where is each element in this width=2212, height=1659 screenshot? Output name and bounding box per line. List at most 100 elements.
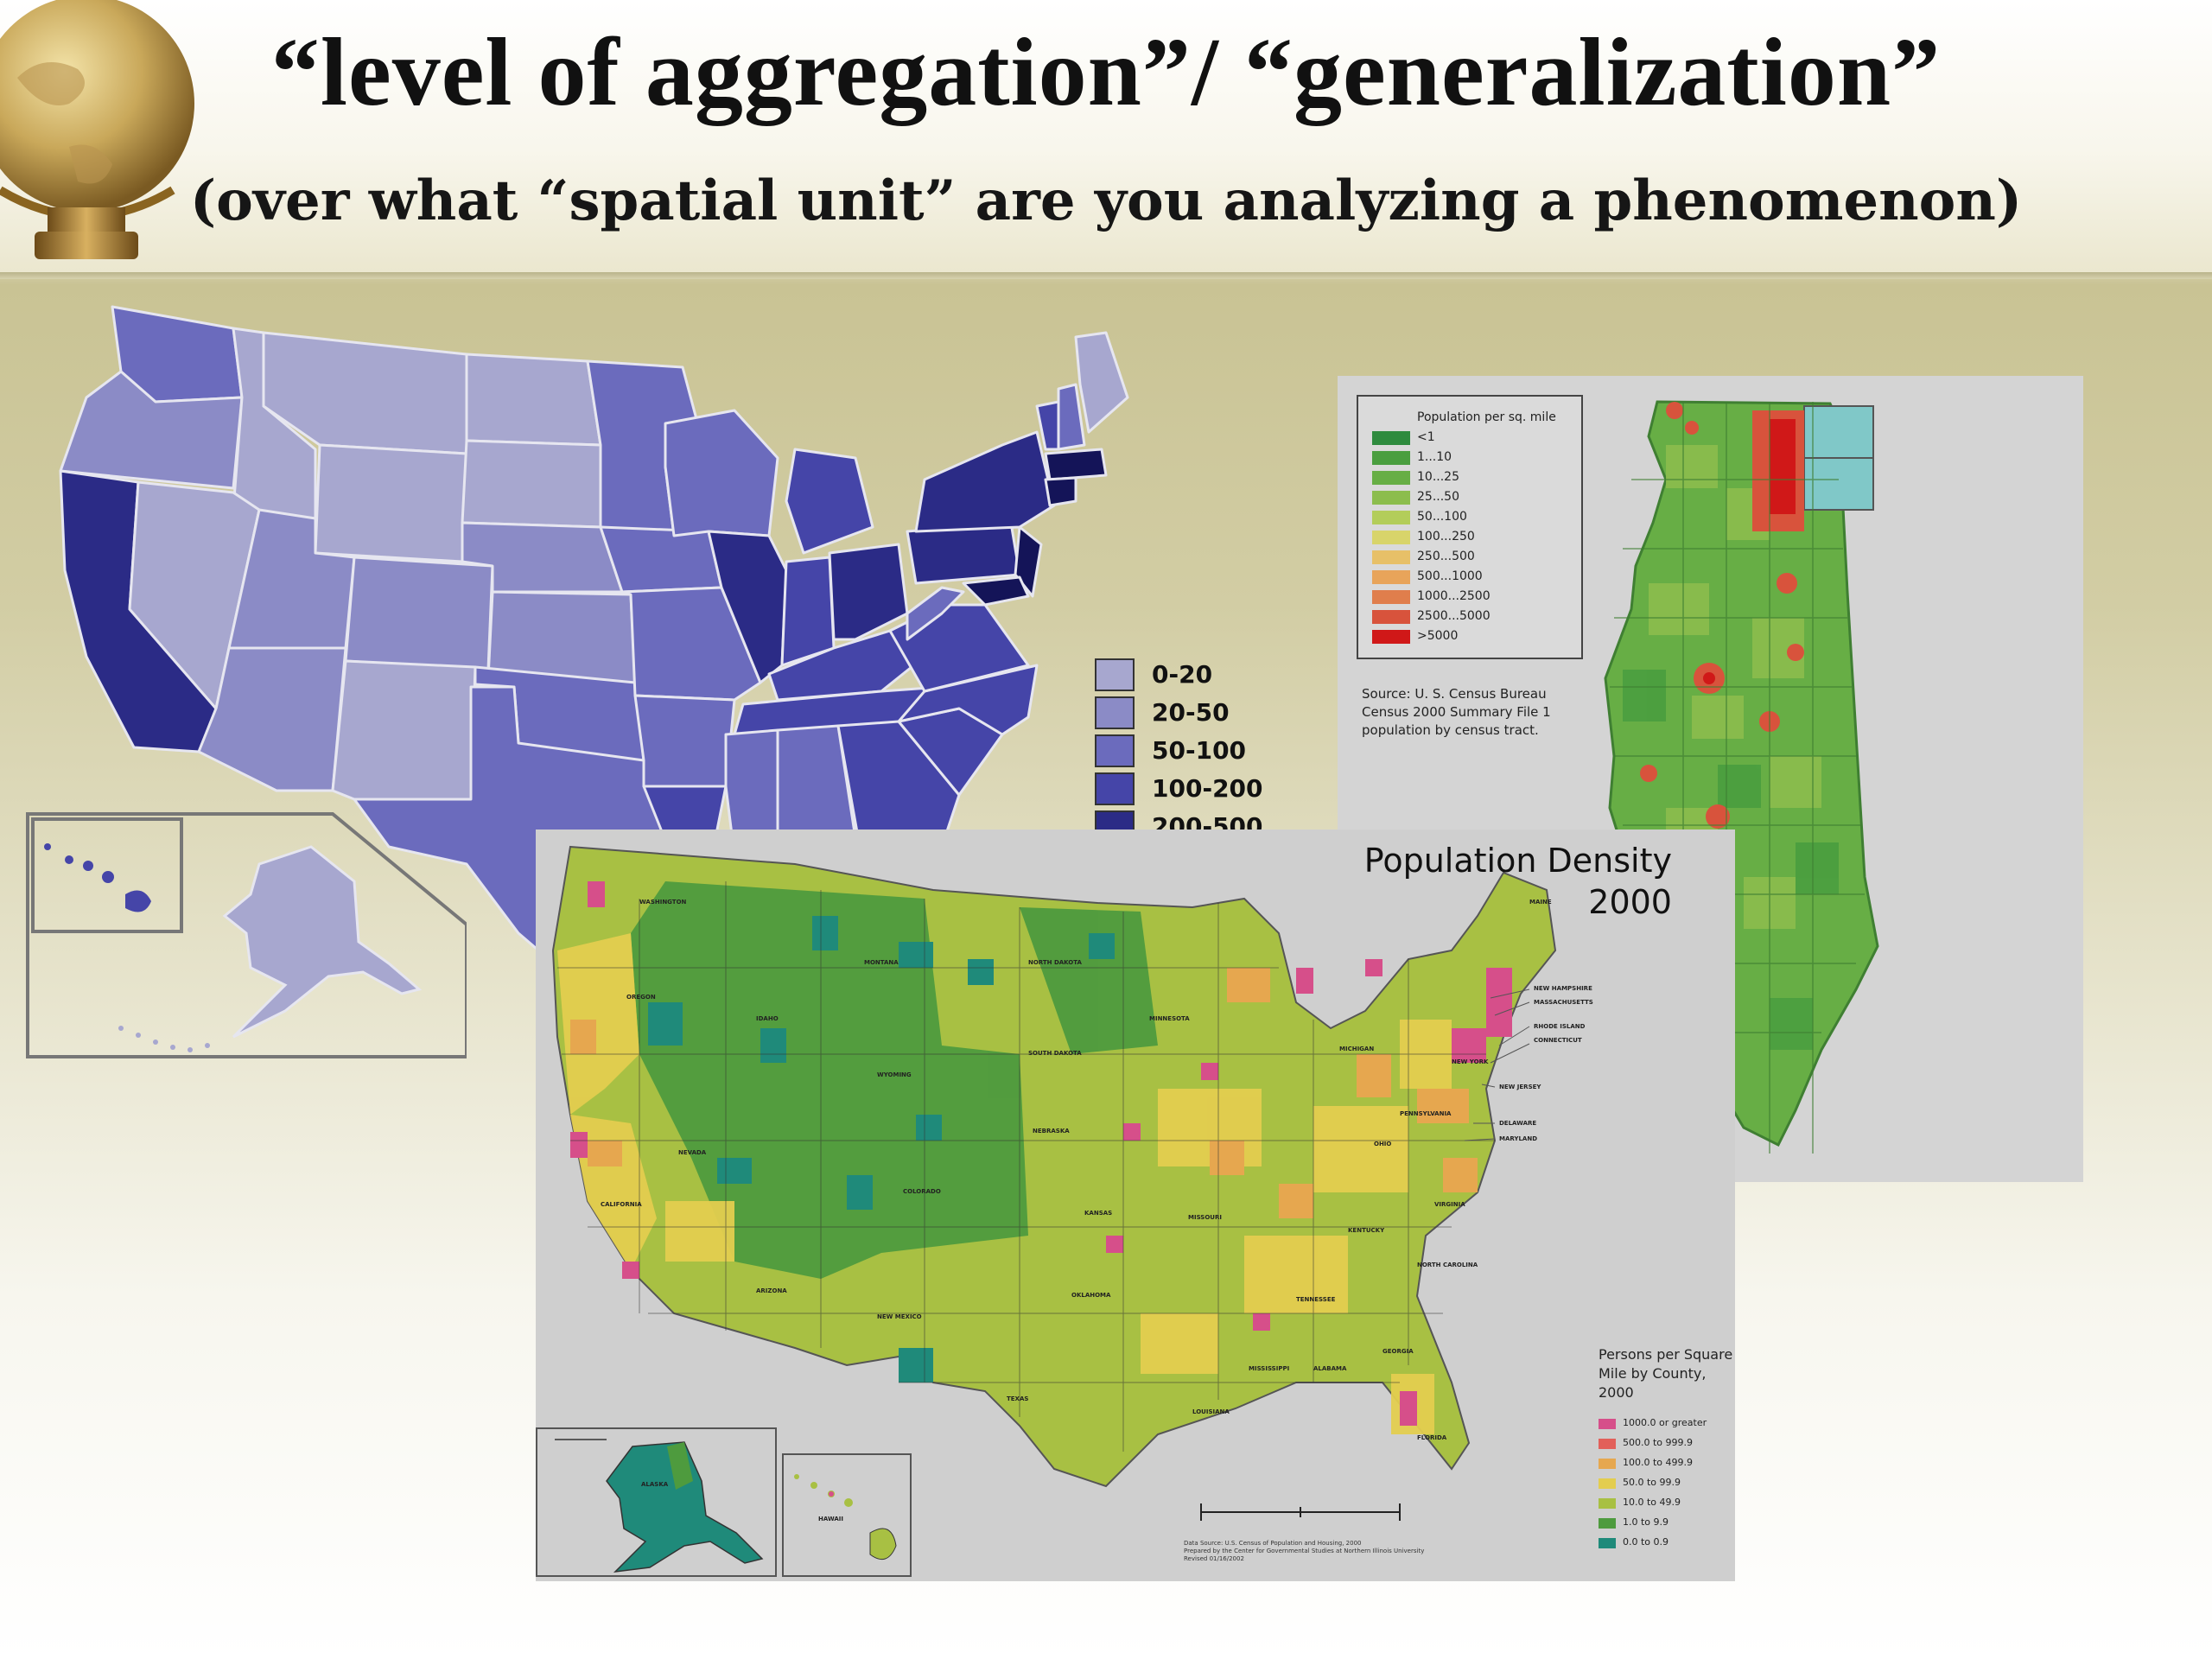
illinois-legend: Population per sq. mile <1 1...10 10...2… (1357, 395, 1583, 659)
state-new-hampshire (1057, 383, 1086, 451)
legend-item: >5000 (1372, 628, 1580, 647)
state-wyoming (314, 443, 468, 563)
source-line: Data Source: U.S. Census of Population a… (1184, 1540, 1362, 1547)
us-county-legend: Persons per Square Mile by County, 2000 … (1599, 1345, 1737, 1554)
hawaii-inset: HAWAII (782, 1453, 912, 1577)
legend-label: 500...1000 (1417, 569, 1483, 583)
legend-label: 100-200 (1152, 774, 1263, 803)
legend-label: >5000 (1417, 629, 1459, 643)
legend-item: 1.0 to 9.9 (1599, 1514, 1737, 1534)
east-callout: MARYLAND (1499, 1135, 1538, 1142)
us-county-density-map: WASHINGTON MONTANA NORTH DAKOTA OREGON I… (536, 830, 1735, 1581)
source-line: population by census tract. (1362, 722, 1539, 738)
source-line: Prepared by the Center for Governmental … (1184, 1548, 1425, 1554)
state-north-carolina (897, 664, 1039, 736)
legend-item: 10...25 (1372, 469, 1580, 488)
legend-label: 25...50 (1417, 490, 1459, 504)
state-label: NEW YORK (1452, 1058, 1489, 1065)
title-band (0, 0, 2212, 272)
legend-title-line: Persons per Square (1599, 1346, 1733, 1363)
state-iowa (599, 525, 723, 594)
state-maryland (962, 575, 1030, 607)
state-label: NEVADA (678, 1149, 707, 1156)
state-label: WASHINGTON (639, 899, 687, 906)
legend-item: 0-20 (1093, 657, 1283, 695)
legend-title-line: Mile by County, 2000 (1599, 1365, 1707, 1401)
state-colorado (344, 556, 494, 671)
legend-label: 100.0 to 499.9 (1623, 1457, 1694, 1468)
legend-swatch (1095, 696, 1135, 729)
state-indiana (780, 556, 836, 667)
alaska-inset: ALASKA (536, 1427, 777, 1577)
legend-label: 1000.0 or greater (1623, 1417, 1707, 1428)
us-map-title: Population Density 2000 (1274, 840, 1672, 923)
state-label: MISSISSIPPI (1249, 1365, 1290, 1372)
state-label: MICHIGAN (1339, 1046, 1375, 1052)
legend-item: 500.0 to 999.9 (1599, 1434, 1737, 1454)
legend-label: 0.0 to 0.9 (1623, 1536, 1669, 1548)
state-label: COLORADO (903, 1188, 941, 1195)
state-label: HAWAII (818, 1516, 843, 1522)
legend-item: 2500...5000 (1372, 608, 1580, 627)
legend-label: 0-20 (1152, 660, 1213, 689)
state-level-map (59, 305, 1129, 987)
state-label: FLORIDA (1417, 1434, 1447, 1441)
legend-label: 1000...2500 (1417, 589, 1491, 603)
alaska-shape (555, 1439, 764, 1573)
legend-item: 50...100 (1372, 509, 1580, 528)
us-map-title-line: Population Density (1363, 842, 1672, 880)
state-label: NORTH DAKOTA (1028, 959, 1082, 966)
state-label: GEORGIA (1382, 1348, 1414, 1355)
state-label: NEBRASKA (1033, 1128, 1070, 1135)
state-label: ALABAMA (1313, 1365, 1347, 1372)
title-divider (0, 272, 2212, 279)
state-label: TENNESSEE (1296, 1296, 1336, 1303)
legend-item: 50-100 (1093, 733, 1283, 771)
legend-label: 1.0 to 9.9 (1623, 1516, 1669, 1528)
legend-label: 50.0 to 99.9 (1623, 1477, 1681, 1488)
slide-subtitle: (over what “spatial unit” are you analyz… (189, 168, 2023, 233)
legend-item: 500...1000 (1372, 569, 1580, 588)
alaska-hawaii-inset (26, 812, 467, 1058)
state-label: LOUISIANA (1192, 1408, 1230, 1415)
legend-item: 1000...2500 (1372, 588, 1580, 607)
state-label: ALASKA (641, 1481, 669, 1488)
source-line: Revised 01/16/2002 (1184, 1555, 1244, 1562)
state-label: MISSOURI (1188, 1214, 1222, 1221)
state-label: NORTH CAROLINA (1417, 1262, 1478, 1268)
state-maine (1074, 331, 1129, 434)
legend-item: 50.0 to 99.9 (1599, 1474, 1737, 1494)
state-label: VIRGINIA (1434, 1201, 1465, 1208)
slide-title: “level of aggregation”/ “generalization” (270, 19, 1942, 126)
legend-label: 50...100 (1417, 510, 1467, 524)
state-label: CALIFORNIA (601, 1201, 642, 1208)
state-west-virginia (906, 586, 965, 641)
legend-label: 100...250 (1417, 530, 1475, 543)
state-label: MONTANA (864, 959, 899, 966)
legend-label: 2500...5000 (1417, 609, 1491, 623)
illinois-legend-title: Population per sq. mile (1417, 410, 1556, 424)
legend-label: 1...10 (1417, 450, 1452, 464)
state-label: OHIO (1374, 1141, 1392, 1147)
state-label: MAINE (1529, 899, 1552, 906)
state-massachusetts (1044, 448, 1108, 481)
east-callout: DELAWARE (1499, 1120, 1537, 1127)
legend-swatch (1095, 658, 1135, 691)
state-label: OKLAHOMA (1071, 1292, 1111, 1299)
legend-item: 100.0 to 499.9 (1599, 1454, 1737, 1474)
legend-label: 250...500 (1417, 550, 1475, 563)
east-callout: MASSACHUSETTS (1534, 999, 1593, 1006)
legend-item: 25...50 (1372, 489, 1580, 508)
state-connecticut (1044, 476, 1077, 507)
state-label: SOUTH DAKOTA (1028, 1050, 1082, 1057)
legend-item: 20-50 (1093, 695, 1283, 733)
state-kansas (486, 590, 637, 684)
east-callout: NEW HAMPSHIRE (1534, 985, 1592, 992)
state-map-legend: 0-20 20-50 50-100 100-200 200-500 (1093, 657, 1283, 847)
us-source-note: Data Source: U.S. Census of Population a… (1184, 1540, 1424, 1563)
state-label: TEXAS (1007, 1395, 1029, 1402)
east-callout: CONNECTICUT (1534, 1037, 1582, 1044)
source-line: Source: U. S. Census Bureau (1362, 686, 1547, 702)
source-line: Census 2000 Summary File 1 (1362, 704, 1551, 720)
state-label: MINNESOTA (1149, 1015, 1190, 1022)
